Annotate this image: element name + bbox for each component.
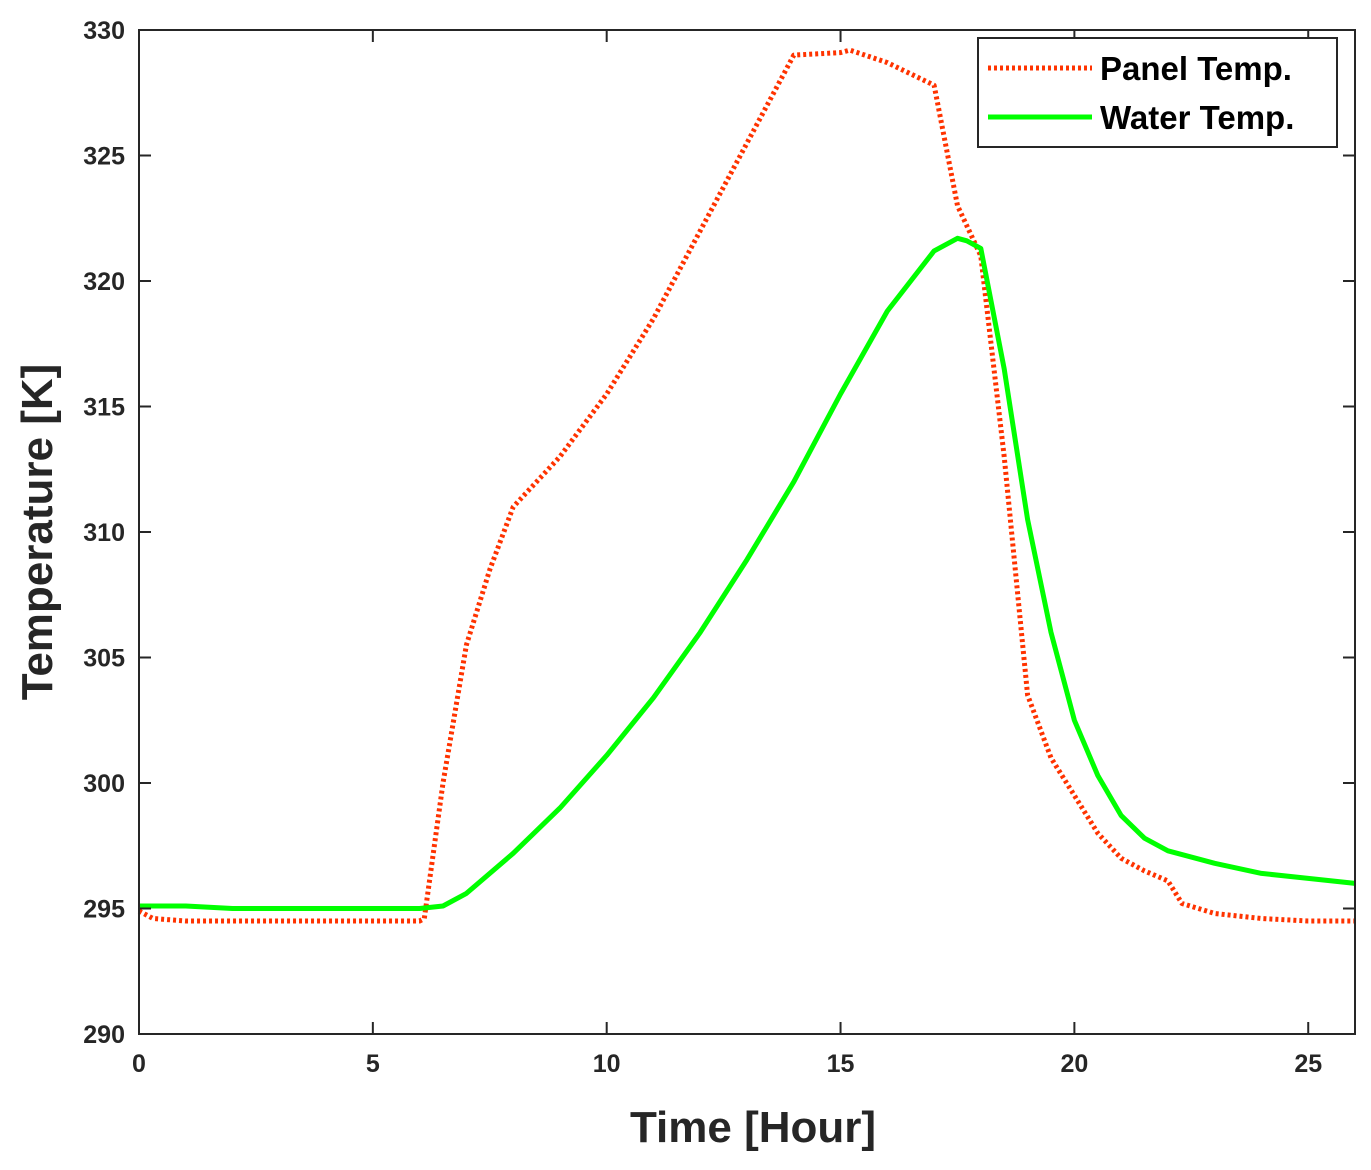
y-tick-label: 310 bbox=[83, 519, 125, 547]
y-tick-label: 300 bbox=[83, 770, 125, 798]
legend-label-panel: Panel Temp. bbox=[1100, 50, 1292, 87]
y-axis: 290 295 300 305 310 315 320 325 330 bbox=[83, 17, 1355, 1049]
y-tick-label: 325 bbox=[83, 143, 125, 171]
legend-label-water: Water Temp. bbox=[1100, 99, 1294, 136]
x-tick-label: 0 bbox=[132, 1050, 146, 1078]
legend: Panel Temp. Water Temp. bbox=[977, 37, 1338, 148]
x-tick-label: 5 bbox=[366, 1050, 380, 1078]
x-axis-title: Time [Hour] bbox=[630, 1103, 876, 1152]
y-tick-label: 315 bbox=[83, 394, 125, 422]
x-tick-label: 20 bbox=[1060, 1050, 1088, 1078]
y-axis-title: Temperature [K] bbox=[13, 364, 62, 701]
y-tick-label: 290 bbox=[83, 1021, 125, 1049]
x-tick-label: 15 bbox=[827, 1050, 855, 1078]
x-tick-label: 25 bbox=[1294, 1050, 1322, 1078]
y-tick-label: 295 bbox=[83, 896, 125, 924]
series-layer bbox=[137, 47, 1356, 924]
series-line-water-temp bbox=[139, 235, 1356, 911]
y-tick-label: 305 bbox=[83, 645, 125, 673]
y-tick-label: 320 bbox=[83, 268, 125, 296]
y-tick-label: 330 bbox=[83, 17, 125, 45]
x-axis: 0 5 10 15 20 25 bbox=[132, 30, 1322, 1078]
legend-box bbox=[977, 37, 1338, 148]
x-tick-label: 10 bbox=[593, 1050, 621, 1078]
series-line-panel-temp bbox=[137, 47, 1355, 924]
